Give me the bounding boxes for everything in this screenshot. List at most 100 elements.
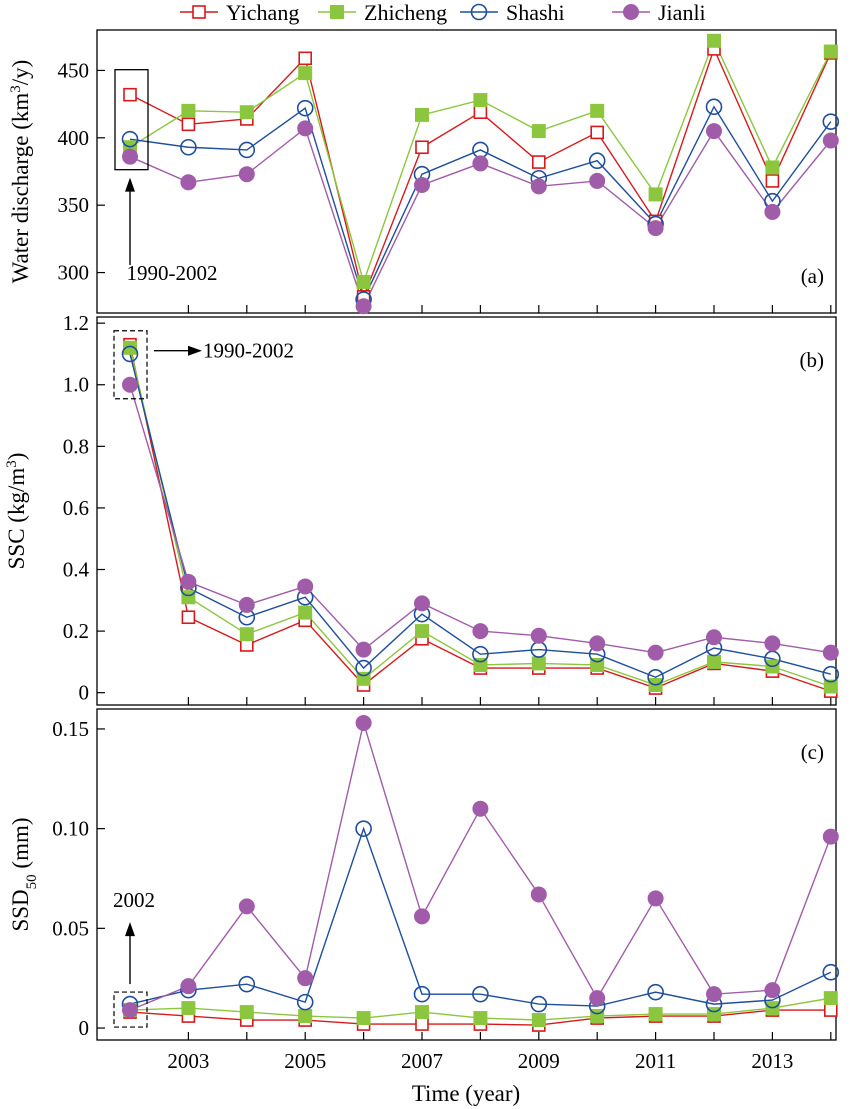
- marker: [238, 141, 256, 159]
- marker: [180, 573, 197, 590]
- marker: [181, 103, 196, 118]
- y-tick-label: 1.2: [63, 311, 89, 335]
- marker: [122, 1002, 138, 1019]
- marker: [705, 98, 723, 116]
- y-axis-title: Water discharge (km3/y): [8, 60, 33, 284]
- marker: [764, 635, 781, 652]
- y-axis-title-sup: 3: [4, 460, 20, 468]
- y-tick-label: 0: [79, 681, 90, 705]
- series-shashi: [129, 826, 832, 1007]
- marker: [823, 679, 838, 694]
- marker: [589, 635, 606, 652]
- x-tick-label: 2013: [751, 1049, 793, 1073]
- marker: [122, 148, 138, 165]
- plot-frame: [96, 29, 837, 314]
- marker: [706, 629, 722, 646]
- y-tick-label: 0.2: [63, 619, 89, 643]
- marker: [531, 1013, 546, 1028]
- marker: [180, 978, 197, 995]
- markers-jianli: [122, 120, 839, 315]
- legend-label: Shashi: [506, 0, 565, 25]
- marker: [530, 995, 548, 1013]
- series-line: [129, 384, 831, 654]
- marker: [181, 610, 196, 625]
- arrow-head: [125, 177, 135, 192]
- y-axis-title-main: Water discharge (km: [8, 93, 33, 284]
- marker: [180, 174, 197, 191]
- y-tick-label: 0.8: [63, 434, 89, 458]
- legend: Yichang Zhicheng Shashi Jianli: [180, 0, 706, 25]
- panel-c: 0 0.05 0.10 0.15 SSD50 (mm) (c) 2002: [8, 708, 840, 1041]
- series-line: [129, 826, 832, 1007]
- legend-item-zhicheng: Zhicheng: [318, 0, 447, 25]
- marker: [707, 33, 721, 48]
- legend-item-shashi: Shashi: [460, 0, 565, 25]
- marker: [472, 645, 489, 663]
- marker: [298, 1009, 313, 1024]
- markers-zhicheng: [123, 340, 838, 694]
- marker: [297, 578, 314, 595]
- marker: [181, 1001, 196, 1016]
- marker: [470, 3, 488, 21]
- marker: [330, 5, 344, 19]
- marker: [414, 176, 430, 193]
- marker: [297, 120, 314, 137]
- x-axis-title: Time (year): [412, 1081, 520, 1106]
- y-axis-title-sup: 3: [8, 85, 24, 93]
- panel-label: (c): [801, 740, 824, 764]
- x-axis: 2003 2005 2007 2009 2011 2013 Time (year): [167, 1049, 793, 1106]
- marker: [355, 659, 372, 677]
- y-axis-title: SSC (kg/m3): [4, 453, 29, 570]
- marker: [590, 125, 605, 140]
- marker: [472, 155, 489, 172]
- marker: [531, 155, 546, 169]
- marker: [473, 105, 488, 120]
- marker: [238, 166, 255, 183]
- marker: [356, 275, 371, 290]
- marker: [822, 644, 839, 661]
- marker: [415, 624, 429, 639]
- marker: [239, 1005, 254, 1020]
- marker: [296, 99, 314, 117]
- marker: [822, 665, 840, 683]
- y-tick-label: 0.6: [63, 496, 89, 520]
- series-jianli: [129, 384, 831, 654]
- y-axis-title: SSD50 (mm): [8, 817, 40, 931]
- highlight-box: [114, 69, 149, 171]
- marker: [707, 654, 721, 669]
- annotation-c: 2002: [113, 888, 155, 1028]
- marker: [356, 1011, 371, 1026]
- marker: [765, 160, 780, 175]
- panel-label: (b): [800, 348, 825, 372]
- y-axis-title-tail: ): [4, 453, 29, 461]
- markers-jianli: [122, 714, 839, 1019]
- y-tick-label: 300: [58, 261, 90, 285]
- marker: [764, 982, 781, 999]
- marker: [413, 985, 431, 1003]
- marker: [298, 66, 313, 81]
- marker: [472, 985, 489, 1003]
- annotation-label: 1990-2002: [127, 261, 218, 285]
- y-tick-label: 350: [58, 193, 90, 217]
- series-yichang: [129, 46, 832, 300]
- marker: [180, 138, 197, 156]
- legend-item-jianli: Jianli: [612, 0, 706, 25]
- y-axis-title-tail: /y): [8, 60, 33, 86]
- marker: [123, 87, 137, 102]
- markers-shashi: [121, 98, 840, 308]
- marker: [530, 641, 548, 658]
- marker: [414, 908, 430, 925]
- marker: [648, 1007, 663, 1022]
- y-tick-label: 400: [58, 126, 90, 150]
- marker: [530, 627, 547, 644]
- y-tick-label: 1.0: [63, 373, 89, 397]
- legend-label: Jianli: [658, 0, 706, 25]
- y-tick-label: 0: [79, 1016, 90, 1040]
- series-jianli: [129, 720, 832, 1011]
- marker: [823, 44, 838, 59]
- series-line: [129, 105, 832, 302]
- marker: [822, 113, 840, 130]
- marker: [298, 605, 313, 620]
- series-line: [129, 353, 831, 679]
- series-shashi: [129, 105, 832, 302]
